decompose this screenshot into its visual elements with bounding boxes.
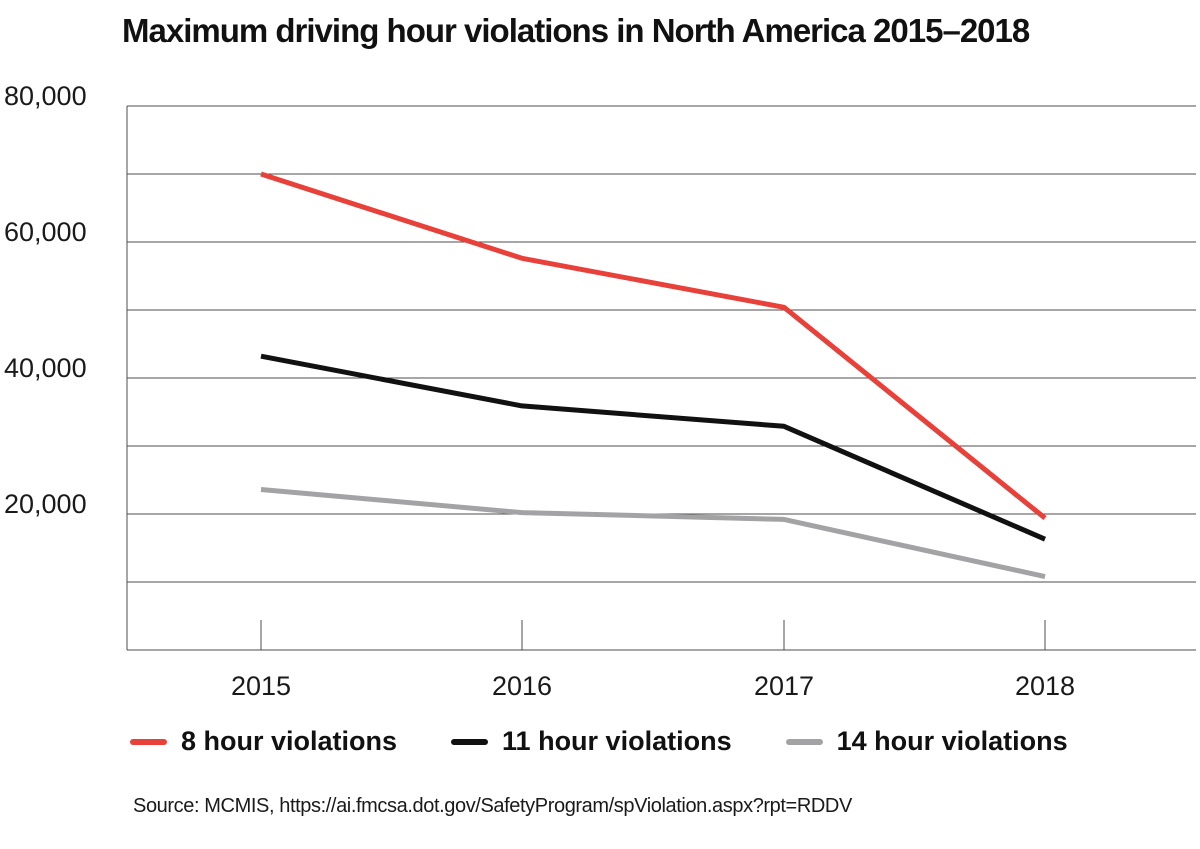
legend: 8 hour violations 11 hour violations 14 … [130,726,1122,757]
legend-swatch-14-hour [785,738,823,745]
x-tick-labels: 2015 2016 2017 2018 [231,671,1075,701]
x-tick-label: 2016 [492,671,552,701]
legend-label-14-hour: 14 hour violations [836,726,1068,756]
axes [126,106,1196,651]
series-line-0 [260,171,1047,521]
data-series [260,171,1047,580]
chart-title: Maximum driving hour violations in North… [122,12,1030,49]
x-tick-label: 2015 [231,671,291,701]
x-tick-label: 2017 [754,671,814,701]
legend-swatch-11-hour [451,738,489,745]
y-tick-label: 80,000 [4,81,87,111]
y-tick-label: 40,000 [4,353,87,383]
legend-item-8-hour: 8 hour violations [130,726,397,757]
y-tick-labels: 80,000 60,000 40,000 20,000 [4,81,87,519]
series-line-2 [260,487,1046,580]
legend-label-8-hour: 8 hour violations [181,726,398,756]
legend-item-11-hour: 11 hour violations [451,726,732,757]
x-tick-label: 2018 [1015,671,1075,701]
y-tick-label: 60,000 [4,217,87,247]
legend-label-11-hour: 11 hour violations [502,726,732,756]
series-line-1 [260,353,1046,542]
legend-item-14-hour: 14 hour violations [785,726,1068,757]
legend-swatch-8-hour [130,738,167,745]
source-note: Source: MCMIS, https://ai.fmcsa.dot.gov/… [133,795,852,817]
y-tick-label: 20,000 [4,489,87,519]
